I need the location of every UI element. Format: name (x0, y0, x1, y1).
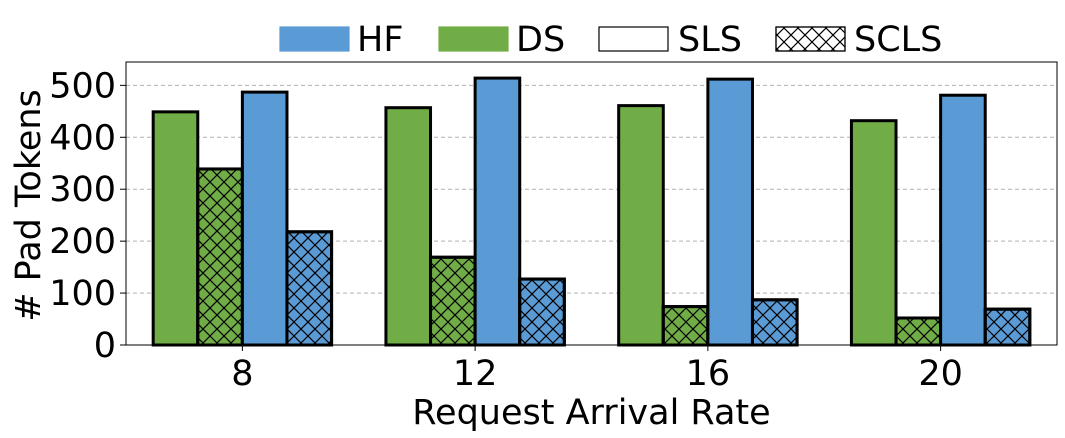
bar-hf-sls-8 (240, 90, 289, 347)
y-tick-label: 300 (49, 170, 116, 210)
legend-swatch-ds (438, 26, 509, 52)
legend-swatch-hatch (775, 26, 846, 52)
bar-ds-sls-12 (384, 106, 433, 347)
y-tick-label: 500 (49, 66, 116, 106)
bar-hf-sls-12 (473, 76, 522, 347)
bar-hf-scls-12-hatch (518, 277, 566, 347)
y-tick-label: 400 (49, 118, 116, 158)
x-axis: 8 12 16 20 (231, 345, 963, 394)
bar-ds-scls-12-hatch (429, 255, 477, 347)
bar-ds-sls-8 (151, 110, 200, 347)
legend: HF DS SLS SCLS (279, 20, 942, 60)
bar-hf-sls-16 (706, 77, 754, 347)
plot-frame (125, 61, 1058, 346)
legend-label-sls: SLS (678, 20, 742, 60)
bar-ds-scls-16-hatch (661, 305, 710, 347)
bar-ds-scls-8-hatch (196, 167, 244, 347)
bar-hf-scls-8-hatch (285, 230, 334, 347)
bar-hf-scls-16-hatch (750, 298, 799, 347)
y-tick-label: 100 (49, 274, 116, 314)
x-tick-label: 8 (231, 354, 253, 394)
x-axis-label: Request Arrival Rate (412, 393, 770, 433)
x-tick-label: 16 (686, 354, 731, 394)
x-tick-label: 12 (453, 354, 498, 394)
bar-ds-sls-16 (617, 104, 665, 347)
y-axis: 0 100 200 300 400 500 (49, 66, 126, 366)
y-tick-label: 200 (49, 222, 116, 262)
bar-hf-scls-20-hatch (983, 307, 1032, 347)
bar-ds-sls-20 (849, 119, 898, 347)
legend-label-ds: DS (516, 20, 565, 60)
bar-ds-scls-20-hatch (894, 316, 943, 347)
legend-label-scls: SCLS (854, 20, 942, 60)
y-axis-label: # Pad Tokens (9, 89, 49, 322)
bars (151, 76, 1032, 347)
legend-swatch-sls (598, 26, 669, 52)
y-tick-label: 0 (94, 326, 116, 366)
bar-hf-sls-20 (939, 93, 987, 347)
x-tick-label: 20 (918, 354, 963, 394)
legend-label-hf: HF (357, 20, 403, 60)
legend-swatch-hf (279, 26, 350, 52)
